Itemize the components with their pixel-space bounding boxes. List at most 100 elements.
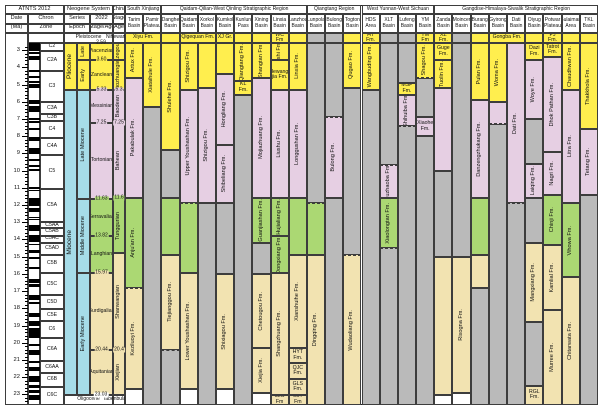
- date-tick-minor: [25, 387, 28, 389]
- chron-zone: C5AC: [40, 235, 64, 243]
- formation-cell-lunpola: [306, 43, 326, 204]
- subheader-cell: [470, 33, 489, 43]
- date-tick-minor: [25, 132, 28, 134]
- formation-cell-danghe: [161, 198, 180, 255]
- formation-cell-ym: [416, 77, 435, 118]
- formation-cell-togton: Wudaoliang Fm.: [343, 254, 362, 405]
- polarity-bar: [28, 137, 40, 141]
- basin-label: Xorkol Basin: [199, 17, 214, 29]
- formation-label: Laiqing Fm.: [530, 166, 537, 196]
- formation-cell-xlt: [379, 248, 398, 405]
- formation-label: Wudaoliang Fm.: [348, 309, 355, 351]
- formation-label: Tiejianggou Fm.: [166, 282, 173, 323]
- stage-cell: Aquitanian: [90, 350, 113, 395]
- date-tick-major: [22, 377, 28, 379]
- date-tick-minor: [25, 229, 28, 230]
- subheader-cell: XJ Gr.: [215, 33, 235, 43]
- formation-label: Xiejian: [115, 363, 122, 381]
- formation-label: Mazegouan: [115, 43, 122, 61]
- date-label: 6: [16, 98, 20, 105]
- date-tick-minor: [25, 143, 28, 144]
- basin-header-oiyug: Oiyug Basin: [525, 14, 544, 33]
- chron-zone: C2: [40, 43, 64, 51]
- polarity-bar: [28, 121, 40, 124]
- formation-cell-oiyug: [525, 198, 544, 243]
- date-tick-minor: [25, 167, 28, 168]
- date-tick-minor: [25, 198, 28, 199]
- formation-label: GJT Fm: [292, 395, 303, 405]
- formation-cell-oiyug: Laiqing Fm.: [525, 163, 544, 199]
- formation-cell-lufeng: [397, 125, 417, 405]
- formation-label: Shibeliang Fm.: [221, 155, 228, 193]
- date-tick-minor: [25, 322, 28, 323]
- basin-header-tarim: Tarim Basin: [125, 14, 144, 33]
- date-label: 10: [13, 167, 20, 174]
- date-tick-minor: [25, 391, 28, 392]
- formation-label: Early Miocene: [79, 316, 86, 352]
- basin-header-kunlun: Kunlun Pass: [234, 14, 253, 33]
- formation-cell-kumkol: [215, 43, 235, 75]
- formation-cell-pamir: [143, 106, 162, 405]
- china-boundary-label: 7.25: [113, 119, 125, 126]
- date-label: 16: [13, 270, 20, 277]
- polarity-bar: [28, 225, 40, 231]
- basin-header-gyirong: Gyirong Basin: [488, 14, 508, 33]
- formation-cell-danghe: [161, 349, 180, 405]
- basin-header-lanzhou: Lanzhou Basin: [288, 14, 307, 33]
- date-tick-minor: [25, 298, 28, 299]
- formation-label: Shizigou Fm.: [202, 129, 209, 162]
- epoch-cell: Pliocene: [64, 43, 77, 91]
- basin-label: YM Basin: [418, 17, 432, 29]
- formation-cell-linxia: Shangzhuang Fm.: [270, 273, 289, 395]
- ma-header: (Ma): [5, 23, 28, 33]
- formation-label: Chetougou Fm.: [257, 291, 264, 331]
- date-tick-minor: [25, 349, 28, 351]
- formation-cell-xining: Guanjiashan Fm.: [252, 198, 271, 243]
- polarity-bar: [28, 197, 40, 206]
- polarity-bar: [28, 169, 40, 172]
- date-tick-major: [22, 84, 28, 86]
- stage-boundary-label: 7.25: [95, 119, 108, 126]
- formation-label: Shanwangian: [115, 284, 122, 319]
- formation-label: Xiaolongtan Fm.: [384, 202, 391, 244]
- formation-label: Shixiagou Fm.: [221, 313, 228, 350]
- stage-cell: Messinian: [90, 90, 113, 124]
- formation-cell-togton: [343, 87, 362, 255]
- chron-zone: C6AA: [40, 361, 64, 374]
- subheader-cell: [234, 33, 253, 43]
- date-tick-minor: [25, 284, 28, 286]
- stage-age-header: Stage/Age: [90, 23, 113, 33]
- polarity-bar: [28, 343, 40, 347]
- formation-label: Late Miocene: [79, 127, 86, 162]
- date-tick-minor: [25, 105, 28, 106]
- date-tick-minor: [25, 270, 28, 272]
- date-tick-minor: [25, 94, 28, 96]
- chron-zone: C5D: [40, 295, 64, 310]
- basin-label: Zanda Basin: [436, 17, 451, 29]
- formation-cell-dati: Dati Fm.: [507, 43, 526, 204]
- date-tick-minor: [25, 211, 28, 213]
- date-tick-minor: [25, 384, 28, 385]
- date-tick-minor: [25, 146, 28, 148]
- subheader-cell: WC Fm: [270, 33, 289, 43]
- formation-cell-xlt: [379, 43, 398, 166]
- subheader-cell: XZ Fm.: [434, 33, 453, 43]
- formation-label: Tunggurian: [115, 211, 122, 240]
- formation-label: Bulong Fm.: [330, 143, 337, 172]
- formation-label: Thakkhola Fm.: [584, 67, 591, 105]
- date-tick-major: [22, 273, 28, 275]
- basin-label: Togton Basin: [344, 17, 360, 29]
- formation-cell-tarim: [125, 389, 144, 405]
- polarity-bar: [28, 390, 40, 393]
- formation-label: Woma Fm.: [494, 58, 500, 86]
- formation-cell-xining: [252, 392, 271, 405]
- date-tick-minor: [25, 267, 28, 268]
- date-tick-minor: [25, 180, 28, 182]
- formation-cell-kunlun: KL Fm.: [234, 81, 253, 95]
- polarity-bar: [28, 128, 40, 131]
- stage-boundary-label: 13.82: [94, 232, 109, 239]
- basin-label: Dati Basin: [509, 17, 523, 29]
- date-tick-minor: [25, 311, 28, 313]
- subheader-cell: PJ Fm.: [543, 33, 562, 43]
- date-tick-minor: [25, 246, 28, 248]
